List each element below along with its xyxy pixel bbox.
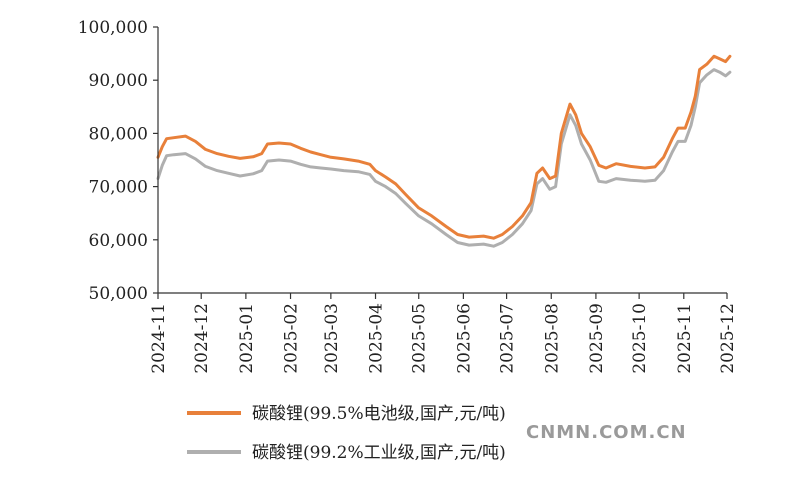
x-tick-label: 2025-08 (542, 303, 562, 374)
series-line-battery-grade (156, 54, 732, 240)
watermark-text: CNMN.COM.CN (526, 422, 687, 443)
x-tick-label: 2024-12 (192, 303, 212, 374)
x-tick-label: 2025-11 (675, 303, 695, 374)
x-tick-label: 2025-02 (282, 303, 302, 374)
y-tick-label: 80,000 (89, 124, 148, 144)
x-tick-label: 2025-07 (498, 303, 518, 374)
x-tick-label: 2025-06 (454, 303, 474, 374)
x-tick-label: 2025-01 (237, 303, 257, 374)
legend-label-industrial: 碳酸锂(99.2%工业级,国产,元/吨) (252, 443, 506, 463)
series-line-industrial-grade (156, 68, 732, 248)
y-tick-label: 90,000 (89, 71, 148, 91)
y-tick-labels: 50,000 60,000 70,000 80,000 90,000 100,000 (78, 18, 158, 304)
y-tick-label: 50,000 (89, 284, 148, 304)
x-tick-label: 2024-11 (149, 303, 169, 374)
x-tick-labels: 2024-11 2024-12 2025-01 2025-02 2025-03 2025-… (149, 293, 738, 374)
y-tick-label: 70,000 (89, 178, 148, 198)
x-tick-label: 2025-10 (630, 303, 650, 374)
x-tick-label: 2025-12 (718, 303, 738, 374)
legend-label-battery: 碳酸锂(99.5%电池级,国产,元/吨) (252, 404, 506, 424)
y-tick-label: 60,000 (89, 231, 148, 251)
axes-layer (157, 27, 727, 294)
series-layer (156, 54, 732, 248)
x-tick-label: 2025-05 (410, 303, 430, 374)
legend: 碳酸锂(99.5%电池级,国产,元/吨) 碳酸锂(99.2%工业级,国产,元/吨… (187, 404, 506, 463)
x-tick-label: 2025-04 (367, 303, 387, 374)
y-tick-label: 100,000 (78, 18, 148, 38)
x-tick-label: 2025-03 (322, 303, 342, 374)
x-tick-label: 2025-09 (587, 303, 607, 374)
